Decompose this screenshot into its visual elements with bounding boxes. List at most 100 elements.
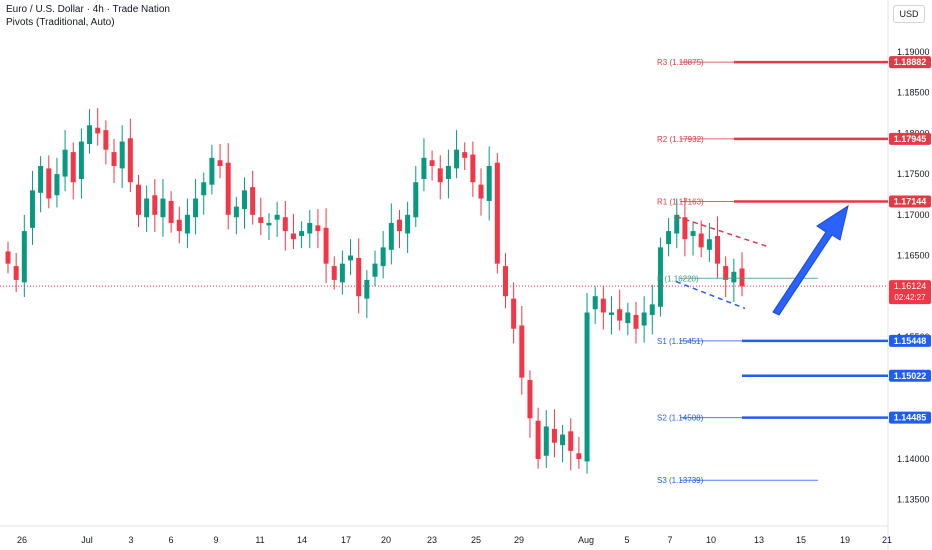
candle-body <box>731 271 737 283</box>
candle-body <box>462 152 468 158</box>
x-tick-label: 17 <box>341 535 351 545</box>
candle-body <box>576 453 582 459</box>
candle-body <box>405 214 411 234</box>
candle-body <box>723 266 729 280</box>
pivot-label: R3 (1.18875) <box>657 58 704 67</box>
candle-body <box>307 222 313 234</box>
pivot-label: R2 (1.17932) <box>657 135 704 144</box>
level-price-tag <box>889 195 931 208</box>
y-tick-label: 1.16500 <box>897 251 930 261</box>
candle-body <box>356 257 362 297</box>
pivot-label: S2 (1.14508) <box>657 414 704 423</box>
candle-body <box>282 217 288 232</box>
x-tick-label: 6 <box>168 535 173 545</box>
x-tick-label: 23 <box>427 535 437 545</box>
candle-body <box>445 165 451 179</box>
level-price-label: 1.17945 <box>894 134 927 144</box>
candle-body <box>5 251 11 264</box>
candle-body <box>315 225 321 232</box>
candle-body <box>388 222 394 250</box>
candle-body <box>78 141 84 179</box>
candle-body <box>266 222 272 226</box>
candle-body <box>217 160 223 166</box>
candle-body <box>584 312 590 462</box>
x-tick-label: 13 <box>754 535 764 545</box>
candle-body <box>193 198 199 218</box>
candle-body <box>535 420 541 459</box>
level-price-tag <box>889 132 931 145</box>
x-tick-label: 14 <box>297 535 307 545</box>
candle-body <box>323 227 329 264</box>
candle-body <box>682 217 688 240</box>
level-price-tag <box>889 369 931 382</box>
candle-body <box>144 198 150 218</box>
candle-body <box>29 190 35 228</box>
candle-body <box>625 312 631 324</box>
candle-body <box>600 298 606 313</box>
candle-body <box>13 266 19 280</box>
indicator-label[interactable]: Pivots (Traditional, Auto) <box>6 17 115 28</box>
x-tick-label: 15 <box>796 535 806 545</box>
candle-body <box>527 380 533 419</box>
candle-body <box>160 198 166 218</box>
y-tick-label: 1.17000 <box>897 210 930 220</box>
candle-body <box>715 235 721 264</box>
y-tick-label: 1.19000 <box>897 47 930 57</box>
candle-body <box>454 149 460 169</box>
candle-body <box>560 434 566 446</box>
candle-body <box>62 149 68 177</box>
x-tick-label: 3 <box>128 535 133 545</box>
candle-body <box>364 279 370 299</box>
candle-body <box>633 314 639 329</box>
candle-body <box>348 255 354 261</box>
candle-body <box>38 165 44 193</box>
candle-body <box>502 266 508 297</box>
candle-body <box>127 138 133 183</box>
candle-body <box>111 152 117 166</box>
candle-body <box>54 174 60 196</box>
candle-body <box>258 217 264 223</box>
level-price-tag <box>889 334 931 347</box>
candle-body <box>690 231 696 236</box>
up-right-arrow-icon <box>772 204 849 316</box>
y-tick-label: 1.14000 <box>897 454 930 464</box>
candle-body <box>225 162 231 215</box>
candle-body <box>470 154 476 183</box>
candle-body <box>649 304 655 315</box>
candle-body <box>21 231 27 283</box>
candle-body <box>46 168 52 199</box>
x-tick-label: 7 <box>667 535 672 545</box>
x-tick-label: 20 <box>381 535 391 545</box>
x-tick-label: 9 <box>213 535 218 545</box>
candle-body <box>543 426 549 456</box>
candle-body <box>519 325 525 378</box>
wedge-upper-line <box>675 215 771 249</box>
candle-body <box>152 195 158 215</box>
wedge-lower-line <box>675 280 746 310</box>
candle-body <box>706 239 712 250</box>
y-tick-label: 1.13500 <box>897 495 930 505</box>
last-price-label: 1.16124 <box>894 281 927 291</box>
candle-body <box>380 247 386 267</box>
x-tick-label: 19 <box>840 535 850 545</box>
candle-body <box>95 127 101 134</box>
pivot-label: P (1.16220) <box>657 274 699 283</box>
currency-button[interactable]: USD <box>893 5 925 23</box>
y-tick-label: 1.17500 <box>897 169 930 179</box>
level-price-tag <box>889 56 931 69</box>
candle-body <box>168 200 174 223</box>
candle-body <box>609 312 615 315</box>
candle-body <box>437 168 443 183</box>
chart-title: Euro / U.S. Dollar · 4h · Trade Nation <box>6 4 170 15</box>
candle-body <box>274 214 280 220</box>
candle-body <box>70 152 76 183</box>
candle-body <box>429 160 435 166</box>
x-tick-label: 11 <box>255 535 264 545</box>
candle-body <box>135 184 141 215</box>
candle-body <box>242 190 248 210</box>
candle-body <box>233 206 239 218</box>
x-tick-label: 10 <box>706 535 716 545</box>
candle-body <box>486 165 492 201</box>
level-price-label: 1.15448 <box>894 336 927 346</box>
